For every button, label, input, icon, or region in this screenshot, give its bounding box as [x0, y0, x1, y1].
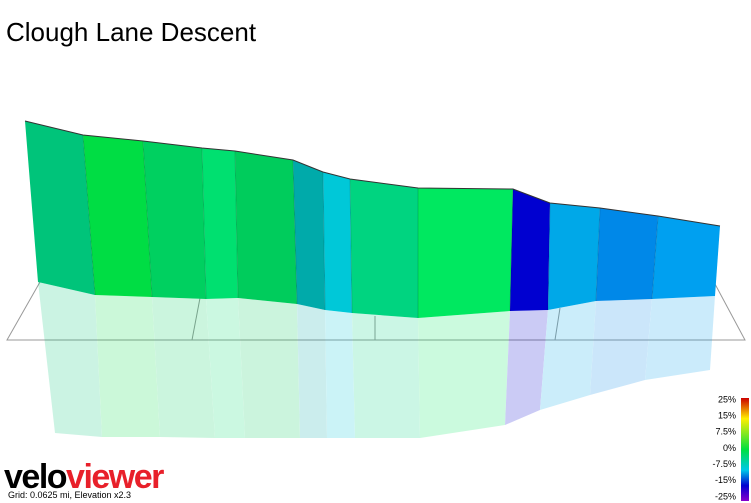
logo-velo: velo — [4, 458, 67, 496]
legend-label: 7.5% — [715, 427, 736, 437]
caption: Grid: 0.0625 mi, Elevation x2.3 — [8, 490, 131, 500]
legend-label: 25% — [718, 394, 736, 404]
legend-label: -15% — [715, 475, 736, 485]
legend-label: 0% — [723, 443, 736, 453]
reflection — [38, 282, 715, 438]
logo-viewer: viewer — [66, 458, 164, 496]
legend: 25% 15% 7.5% 0% -7.5% -15% -25% — [712, 394, 736, 501]
title: Clough Lane Descent — [6, 17, 257, 47]
ground-frame — [6, 281, 746, 341]
legend-color-bar — [741, 398, 749, 501]
elevation-profile — [24, 120, 721, 318]
legend-label: -25% — [715, 491, 736, 501]
legend-label: -7.5% — [712, 459, 736, 469]
legend-label: 15% — [718, 411, 736, 421]
logo: veloviewer — [4, 458, 164, 496]
